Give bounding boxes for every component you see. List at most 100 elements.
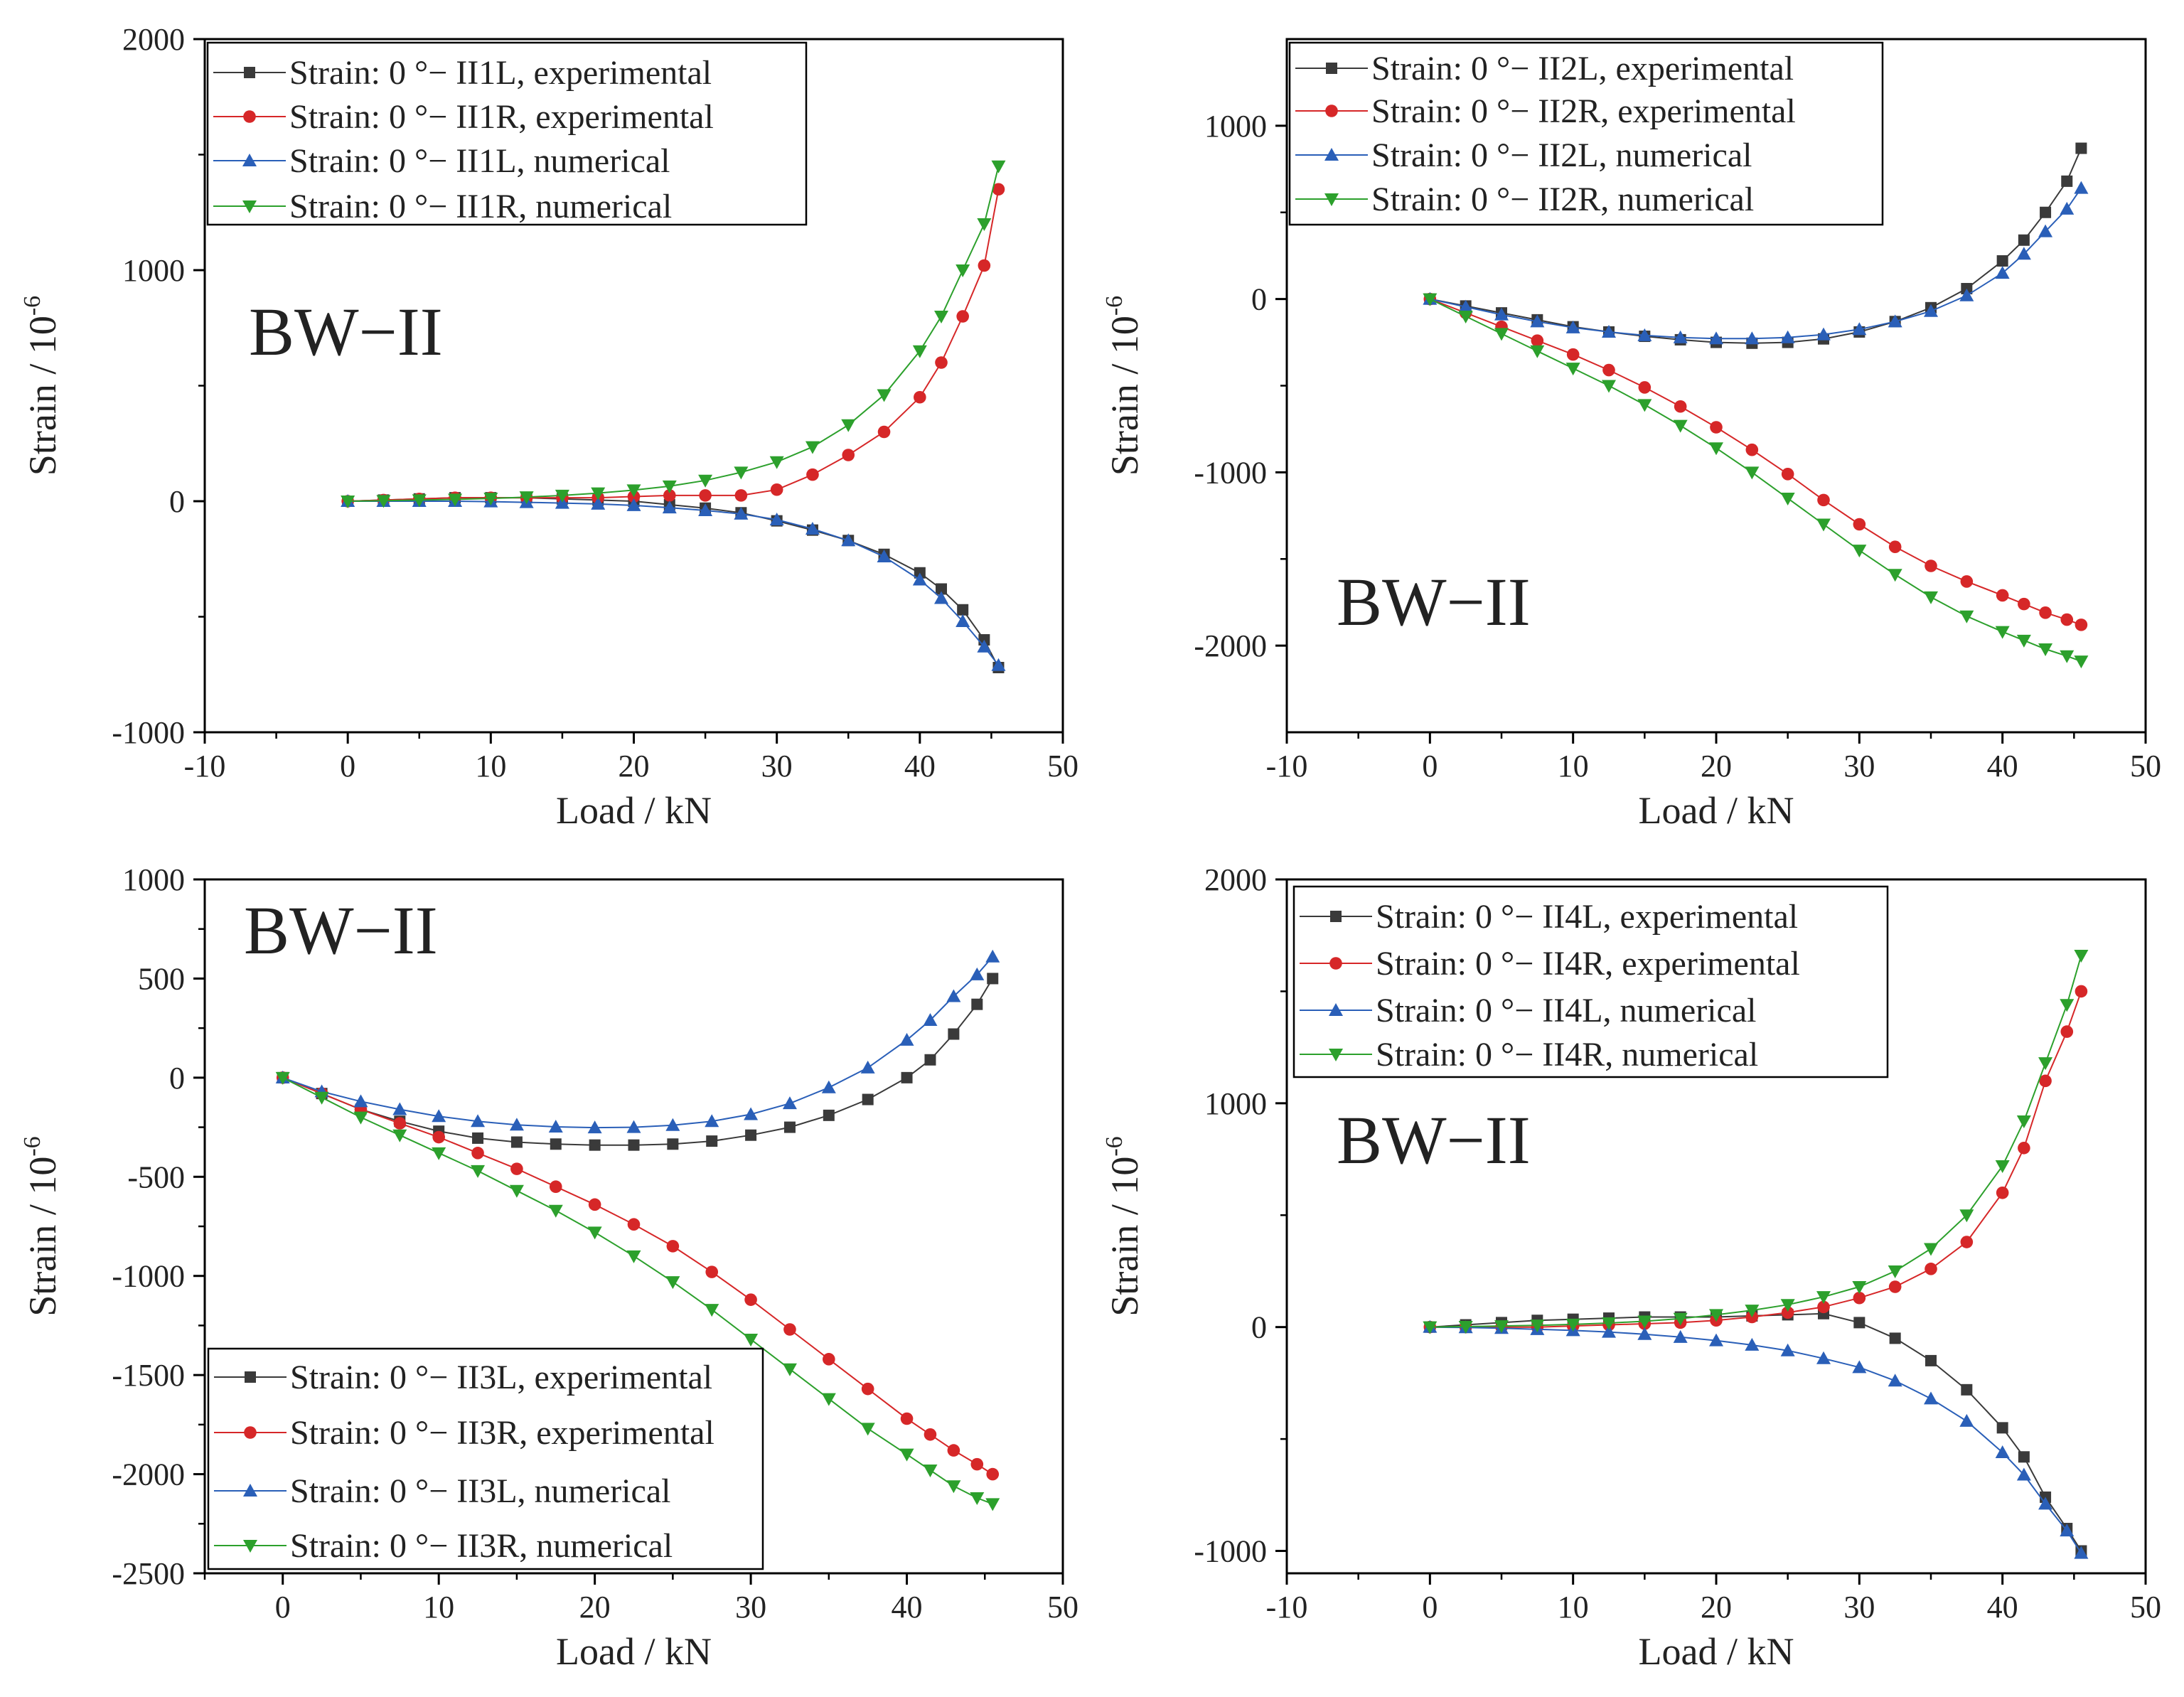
- data-point: [1852, 1281, 1867, 1295]
- data-point: [1960, 575, 1974, 588]
- data-point: [987, 973, 999, 985]
- data-point: [353, 1094, 368, 1108]
- series-numerical-R: [1423, 950, 2089, 1334]
- data-point: [2018, 597, 2030, 611]
- data-point: [1816, 1291, 1831, 1305]
- data-point: [2018, 1451, 2030, 1463]
- data-point: [861, 1382, 874, 1396]
- data-point: [663, 489, 676, 502]
- legend-marker: [1325, 105, 1338, 117]
- data-point: [471, 1165, 486, 1178]
- data-point: [662, 500, 677, 514]
- data-point: [432, 1130, 445, 1144]
- data-point: [991, 658, 1006, 671]
- data-point: [1780, 330, 1795, 343]
- data-point: [934, 591, 949, 604]
- x-tick-label: 20: [1701, 1590, 1732, 1624]
- data-point: [923, 1464, 938, 1477]
- data-point: [2075, 619, 2088, 631]
- data-point: [1494, 1320, 1509, 1334]
- legend-label: Strain: 0 °− II2L, experimental: [1371, 50, 1794, 87]
- data-point: [1423, 293, 1438, 306]
- data-point: [510, 1162, 523, 1175]
- chart-panel-2: -10 0 10 20 30 40 50 -2000 -1000 0 1000 Load / kN St…: [1101, 38, 2161, 832]
- data-point: [699, 489, 712, 502]
- y-tick-label: 0: [1251, 282, 1267, 317]
- data-point: [1888, 569, 1902, 582]
- data-point: [842, 449, 855, 461]
- series-experimental-L: [277, 973, 999, 1151]
- data-point: [924, 1428, 937, 1441]
- data-point: [923, 1012, 938, 1026]
- panel-label: BW−II: [249, 294, 443, 370]
- data-point: [2061, 175, 2073, 187]
- series-numerical-L: [1423, 1319, 2089, 1559]
- y-tick-label: -2000: [112, 1457, 185, 1492]
- y-tick-label: -1000: [112, 1259, 185, 1294]
- y-tick-label: 1000: [122, 253, 185, 288]
- data-point: [2038, 643, 2053, 656]
- data-point: [956, 264, 970, 277]
- x-tick-label: 30: [761, 749, 793, 783]
- y-tick-label: -2000: [1194, 628, 1267, 663]
- data-point: [734, 506, 749, 520]
- data-point: [587, 1226, 602, 1240]
- data-point: [2038, 224, 2053, 237]
- legend-marker: [1324, 193, 1339, 206]
- x-tick-label: -10: [1266, 749, 1308, 783]
- x-tick-label: 10: [1558, 1590, 1589, 1624]
- x-tick-label: 50: [1047, 749, 1078, 783]
- data-point: [698, 503, 713, 516]
- data-point: [992, 183, 1005, 196]
- data-point: [392, 1129, 407, 1142]
- x-tick-label: 50: [1047, 1590, 1078, 1624]
- data-point: [1888, 540, 1902, 553]
- data-point: [1780, 492, 1795, 505]
- legend-marker: [1329, 1049, 1343, 1061]
- data-point: [1780, 1299, 1795, 1312]
- data-point: [991, 160, 1006, 173]
- data-point: [588, 1198, 601, 1211]
- legend-marker: [245, 1371, 256, 1383]
- data-point: [1888, 1265, 1902, 1278]
- data-point: [1531, 334, 1544, 347]
- data-point: [472, 1132, 484, 1144]
- data-point: [1816, 518, 1831, 532]
- data-point: [985, 1498, 1000, 1511]
- data-point: [986, 1467, 1000, 1481]
- data-point: [1709, 331, 1723, 345]
- data-point: [1961, 1383, 1973, 1396]
- data-point: [591, 496, 606, 510]
- y-tick-label: -1000: [1194, 455, 1267, 490]
- data-point: [877, 425, 891, 439]
- data-point: [806, 468, 819, 481]
- x-tick-label: 50: [2130, 1590, 2161, 1624]
- data-point: [734, 466, 749, 480]
- y-tick-label: 1000: [1204, 1086, 1267, 1121]
- data-point: [2074, 1546, 2089, 1559]
- data-point: [1853, 1317, 1866, 1329]
- data-point: [948, 1028, 960, 1040]
- x-axis-title: Load / kN: [1639, 789, 1794, 832]
- y-tick-label: -2500: [112, 1556, 185, 1591]
- data-point: [1745, 1337, 1760, 1351]
- data-point: [957, 604, 969, 616]
- x-tick-label: 0: [1422, 749, 1438, 783]
- data-point: [1995, 266, 2010, 279]
- series-line: [348, 189, 1000, 502]
- y-tick-label: 0: [169, 1061, 185, 1096]
- data-point: [555, 489, 569, 503]
- data-point: [783, 1121, 796, 1133]
- data-point: [935, 356, 948, 369]
- x-tick-label: 10: [475, 749, 506, 783]
- data-point: [1673, 1329, 1688, 1343]
- x-tick-label: 0: [340, 749, 355, 783]
- data-point: [877, 389, 892, 402]
- data-point: [936, 583, 948, 595]
- data-point: [666, 1240, 680, 1253]
- data-point: [1996, 1186, 2009, 1199]
- data-point: [862, 1093, 874, 1106]
- data-point: [2060, 201, 2075, 215]
- legend-marker: [1324, 148, 1339, 161]
- data-point: [1709, 1333, 1723, 1347]
